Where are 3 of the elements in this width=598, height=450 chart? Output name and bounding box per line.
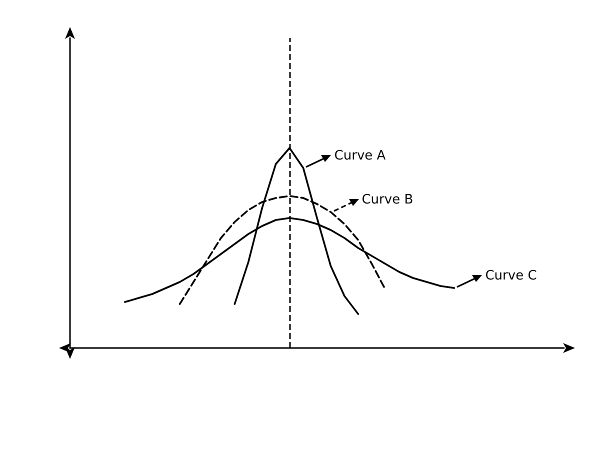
legend-label: Curve A xyxy=(334,148,386,164)
legend-label: Curve C xyxy=(485,268,537,284)
legend-label: Curve B xyxy=(362,192,414,208)
